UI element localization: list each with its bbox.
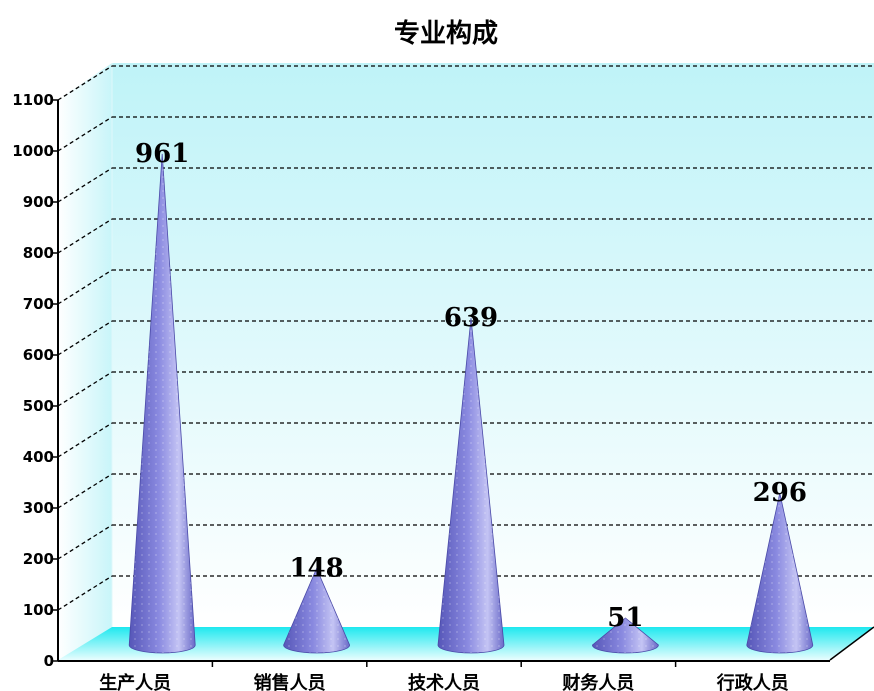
grid-diagonal: [57, 524, 113, 560]
y-tick-label: 500: [23, 397, 54, 415]
floor-front-right-edge: [829, 626, 874, 661]
grid-lines: [57, 65, 874, 611]
data-label: 51: [607, 603, 643, 633]
grid-diagonal: [57, 167, 113, 203]
y-tick-label: 200: [23, 550, 54, 568]
grid-diagonal: [57, 575, 113, 611]
x-axis-categories: 生产人员 销售人员 技术人员 财务人员 行政人员: [99, 661, 789, 691]
grid-diagonal: [57, 473, 113, 509]
cone-bar: [437, 318, 505, 654]
grid-diagonal: [57, 422, 113, 458]
data-labels: 961 148 639 51 296: [135, 139, 807, 633]
cone-bar: [746, 492, 814, 654]
chart-title: 专业构成: [394, 19, 498, 49]
grid-diagonal: [57, 320, 113, 356]
y-tick-label: 700: [23, 295, 54, 313]
grid-diagonal: [57, 371, 113, 407]
left-side-wall: [58, 63, 112, 660]
y-tick-label: 100: [23, 601, 54, 619]
data-label: 148: [289, 554, 343, 584]
y-tick-label: 300: [23, 499, 54, 517]
x-category-label: 财务人员: [562, 672, 634, 691]
data-label: 961: [135, 139, 189, 169]
cones: [128, 153, 814, 654]
grid-diagonal: [57, 269, 113, 305]
grid-diagonal: [57, 116, 113, 152]
grid-diagonal: [57, 218, 113, 254]
y-axis-ticks: 0 100 200 300 400 500 600 700 800 900 1000 1100: [12, 91, 58, 670]
y-tick-label: 400: [23, 448, 54, 466]
x-category-label: 生产人员: [99, 672, 171, 691]
x-category-label: 行政人员: [716, 672, 789, 691]
y-tick-label: 0: [44, 652, 54, 670]
x-category-label: 销售人员: [254, 672, 326, 691]
cone-bar: [591, 617, 659, 654]
data-label: 639: [444, 303, 498, 333]
x-category-label: 技术人员: [408, 672, 480, 691]
axes: [57, 100, 874, 662]
y-tick-label: 600: [23, 346, 54, 364]
y-tick-label: 1000: [12, 142, 54, 160]
y-tick-label: 900: [23, 193, 54, 211]
cone-bar: [128, 153, 196, 654]
data-label: 296: [753, 478, 807, 508]
grid-diagonal: [57, 65, 113, 101]
y-tick-label: 1100: [12, 91, 54, 109]
cone-bar: [283, 567, 351, 654]
y-tick-label: 800: [23, 244, 54, 262]
